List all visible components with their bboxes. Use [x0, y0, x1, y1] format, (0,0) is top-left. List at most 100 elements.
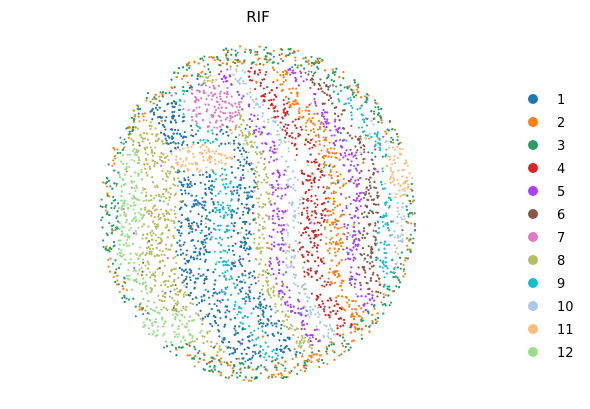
point-11: [208, 79, 211, 82]
point-5: [263, 157, 266, 161]
point-7: [216, 126, 219, 129]
point-3: [382, 296, 385, 299]
point-4: [303, 261, 306, 264]
point-8: [238, 113, 241, 116]
point-2: [125, 289, 128, 292]
point-5: [132, 232, 135, 235]
point-2: [280, 374, 284, 377]
point-3: [373, 112, 376, 115]
point-1: [190, 184, 193, 187]
point-8: [157, 215, 160, 218]
point-8: [255, 183, 259, 186]
point-5: [251, 120, 254, 123]
point-4: [303, 207, 306, 210]
point-2: [336, 276, 339, 279]
point-1: [177, 129, 180, 132]
point-5: [382, 135, 385, 138]
point-9: [383, 276, 386, 279]
point-12: [118, 251, 121, 254]
point-3: [159, 91, 162, 94]
point-4: [310, 161, 313, 164]
point-1: [233, 327, 236, 330]
point-9: [182, 113, 185, 116]
point-2: [336, 227, 339, 230]
point-11: [220, 159, 223, 162]
point-2: [373, 307, 376, 310]
point-12: [130, 175, 133, 178]
point-5: [281, 194, 284, 198]
point-1: [152, 111, 156, 114]
point-8: [123, 211, 126, 214]
point-2: [241, 62, 244, 65]
point-10: [401, 238, 404, 241]
point-1: [271, 324, 274, 327]
point-11: [387, 154, 390, 157]
point-1: [191, 298, 194, 301]
point-2: [323, 144, 326, 147]
point-3: [305, 359, 308, 362]
point-2: [340, 226, 343, 229]
point-10: [249, 87, 252, 90]
point-1: [189, 84, 192, 87]
point-8: [174, 255, 177, 258]
point-4: [281, 128, 284, 131]
point-12: [138, 246, 141, 249]
point-3: [374, 322, 378, 325]
point-1: [181, 200, 184, 203]
point-2: [228, 376, 231, 379]
point-5: [349, 271, 352, 274]
point-12: [120, 199, 123, 202]
point-1: [185, 253, 188, 257]
point-1: [234, 265, 237, 268]
point-8: [267, 176, 270, 179]
point-1: [196, 254, 199, 257]
point-3: [357, 86, 360, 89]
point-12: [215, 261, 218, 264]
point-1: [243, 206, 246, 209]
point-4: [282, 99, 285, 102]
point-6: [375, 186, 378, 190]
point-10: [299, 292, 302, 295]
point-12: [128, 165, 131, 169]
point-4: [374, 148, 377, 151]
point-4: [336, 310, 339, 313]
point-5: [286, 186, 289, 189]
point-12: [130, 226, 133, 230]
point-4: [307, 272, 310, 275]
point-9: [220, 289, 223, 292]
point-9: [227, 186, 230, 189]
point-5: [284, 187, 287, 190]
point-2: [225, 56, 228, 59]
point-1: [173, 110, 176, 113]
point-1: [199, 258, 202, 261]
point-3: [335, 85, 338, 88]
point-5: [302, 80, 305, 83]
point-5: [275, 282, 278, 285]
point-12: [130, 158, 133, 162]
point-1: [211, 325, 214, 328]
point-1: [197, 83, 200, 86]
point-9: [382, 259, 385, 263]
point-8: [175, 261, 178, 265]
point-8: [161, 273, 164, 276]
point-1: [183, 257, 186, 261]
point-2: [193, 365, 196, 368]
point-11: [404, 159, 408, 162]
point-9: [175, 310, 178, 313]
point-2: [367, 94, 370, 97]
point-2: [186, 81, 189, 84]
point-2: [330, 155, 333, 158]
point-9: [253, 329, 256, 332]
point-12: [191, 335, 194, 338]
point-1: [180, 135, 183, 138]
point-1: [182, 86, 185, 89]
point-1: [258, 291, 261, 294]
point-2: [411, 213, 414, 216]
point-5: [351, 253, 354, 256]
point-2: [380, 121, 383, 124]
point-1: [280, 327, 283, 330]
point-2: [105, 245, 108, 248]
point-1: [208, 180, 211, 183]
point-3: [282, 364, 285, 367]
point-1: [201, 196, 204, 200]
